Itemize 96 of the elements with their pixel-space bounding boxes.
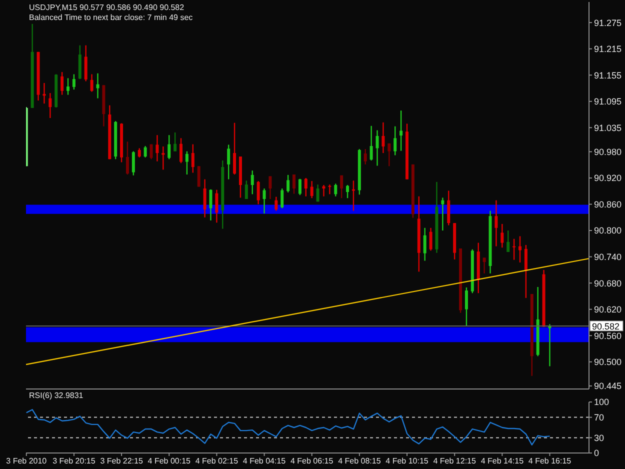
candlestick [524, 244, 528, 299]
candlestick [215, 189, 218, 224]
candlestick [334, 183, 338, 197]
y-tick-label: 90.680 [594, 278, 622, 288]
line-series [26, 409, 550, 446]
candlestick [144, 145, 147, 158]
candlestick [388, 142, 391, 167]
candlestick [298, 178, 302, 196]
candlestick [268, 176, 272, 200]
x-tick-label: 4 Feb 06:15 [290, 456, 334, 466]
x-tick-label: 4 Feb 16:15 [528, 456, 572, 466]
y-tick-label: 90.860 [594, 199, 622, 210]
candlestick [168, 134, 171, 160]
candlestick [322, 184, 326, 197]
y-tick-label: 30 [594, 432, 604, 443]
y-tick-label: 90.620 [594, 304, 622, 315]
candlestick [292, 174, 296, 194]
candlestick [400, 110, 403, 152]
ref-line-label: 90.582 [592, 321, 620, 332]
x-tick-label: 4 Feb 10:15 [386, 456, 429, 466]
candlestick [185, 150, 188, 176]
x-tick-label: 4 Feb 04:15 [242, 456, 286, 466]
y-tick-label: 0 [594, 448, 600, 458]
candlestick [256, 180, 260, 205]
candlestick [346, 184, 350, 199]
candlestick [126, 141, 129, 176]
candlestick [482, 257, 486, 274]
y-tick-label: 91.275 [594, 18, 622, 28]
y-tick-label: 90.500 [594, 357, 622, 368]
x-tick-label: 3 Feb 20:15 [52, 456, 96, 466]
candlestick [66, 78, 70, 96]
candlestick [429, 227, 432, 252]
y-tick-label: 91.155 [594, 70, 622, 80]
candlestick [328, 184, 332, 195]
candlestick [464, 286, 468, 327]
candlestick [227, 144, 230, 180]
y-tick-label: 70 [594, 412, 604, 422]
candlestick [250, 170, 254, 195]
candlestick [197, 166, 200, 188]
y-tick-label: 90.980 [594, 146, 622, 157]
candlestick [274, 196, 278, 212]
candlestick [132, 150, 135, 176]
candlestick [364, 148, 367, 166]
candlestick [162, 146, 165, 170]
candlestick [90, 74, 94, 92]
candlestick [506, 230, 510, 253]
candlestick [382, 122, 385, 154]
y-tick-label: 91.035 [594, 122, 622, 133]
candlestick [370, 125, 373, 162]
candlestick [180, 138, 183, 164]
candlestick [48, 92, 52, 119]
candlestick [156, 134, 159, 162]
candlestick [262, 188, 266, 214]
candlestick [60, 71, 64, 96]
y-tick-label: 90.445 [594, 381, 622, 392]
chart-title: RSI(6) 32.9831 [29, 391, 84, 401]
y-tick-label: 90.740 [594, 252, 622, 262]
candlestick [500, 223, 504, 248]
candlestick [233, 122, 236, 176]
x-tick-label: 4 Feb 14:15 [480, 456, 524, 466]
text: Balanced Time to next bar close: 7 min 49 sec [29, 13, 193, 23]
candlestick [191, 144, 194, 174]
candlestick [280, 188, 284, 209]
candlestick [174, 132, 177, 152]
candlestick [84, 44, 88, 82]
y-tick-label: 100 [594, 397, 610, 408]
candlestick [494, 200, 498, 247]
x-tick-label: 4 Feb 00:15 [148, 456, 192, 466]
y-tick-label: 90.920 [594, 173, 622, 184]
candlestick [310, 180, 314, 199]
candlestick [138, 148, 141, 158]
candlestick [209, 188, 212, 222]
chart-title: USDJPY,M15 90.577 90.586 90.490 90.582 [29, 3, 184, 13]
candlestick [150, 144, 153, 160]
x-tick-label: 4 Feb 02:15 [195, 456, 239, 466]
x-tick-label: 4 Feb 08:15 [338, 456, 382, 466]
x-tick-label: 3 Feb 22:15 [100, 456, 144, 466]
candlestick [286, 174, 290, 194]
candlestick [376, 130, 379, 166]
x-tick-label: 4 Feb 12:15 [433, 456, 476, 466]
candlestick [512, 238, 516, 260]
candlestick [447, 190, 450, 226]
candlestick [394, 126, 397, 156]
y-tick-label: 90.800 [594, 226, 622, 236]
candlestick [203, 178, 206, 218]
y-tick-label: 91.095 [594, 96, 622, 107]
y-tick-label: 90.560 [594, 330, 622, 341]
candlestick [316, 184, 320, 202]
candlestick [72, 74, 76, 90]
candlestick [423, 227, 426, 262]
y-tick-label: 91.215 [594, 44, 622, 54]
candlestick [441, 197, 444, 232]
candlestick [340, 174, 344, 199]
x-tick-label: 3 Feb 2010 [6, 456, 48, 466]
candlestick [244, 180, 248, 200]
candlestick [304, 177, 308, 197]
